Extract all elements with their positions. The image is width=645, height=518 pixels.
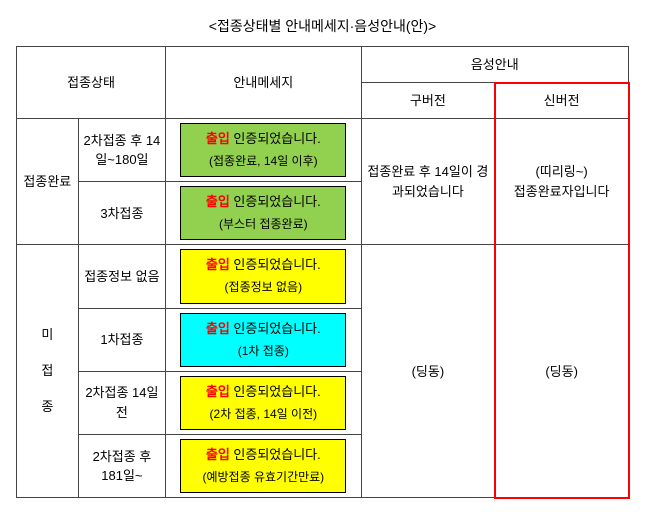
row-sublabel: 2차접종 후 181일~ <box>78 434 165 497</box>
msg-cell: 출입 인증되었습니다. (접종완료, 14일 이후) <box>166 119 361 182</box>
msg-sub: (접종정보 없음) <box>225 280 303 294</box>
table-wrap: 접종상태 안내메세지 음성안내 구버전 신버전 접종완료 2차접종 후 14일~… <box>16 46 629 498</box>
msg-keyword: 출입 <box>206 384 230 399</box>
page-title: <접종상태별 안내메세지·음성안내(안)> <box>16 16 629 36</box>
audio-new-incomplete: (딩동) <box>495 245 629 498</box>
audio-old-complete: 접종완료 후 14일이 경과되었습니다 <box>361 119 495 245</box>
header-audio: 음성안내 <box>361 47 628 83</box>
row-sublabel: 접종정보 없음 <box>78 245 165 308</box>
audio-new-complete: (띠리링~) 접종완료자입니다 <box>495 119 629 245</box>
msg-main: 인증되었습니다. <box>230 194 321 209</box>
msg-sub: (2차 접종, 14일 이전) <box>210 407 318 421</box>
row-sublabel: 2차접종 14일 전 <box>78 371 165 434</box>
msg-sub: (1차 접종) <box>238 344 289 358</box>
msg-cell: 출입 인증되었습니다. (2차 접종, 14일 이전) <box>166 371 361 434</box>
row-sublabel: 2차접종 후 14일~180일 <box>78 119 165 182</box>
msg-cell: 출입 인증되었습니다. (예방접종 유효기간만료) <box>166 434 361 497</box>
msg-sub: (접종완료, 14일 이후) <box>209 154 318 168</box>
msg-pill: 출입 인증되었습니다. (접종완료, 14일 이후) <box>180 123 346 177</box>
msg-cell: 출입 인증되었습니다. (부스터 접종완료) <box>166 182 361 245</box>
row-sublabel: 3차접종 <box>78 182 165 245</box>
group-complete: 접종완료 <box>17 119 79 245</box>
audio-old-incomplete: (딩동) <box>361 245 495 498</box>
header-audio-old: 구버전 <box>361 83 495 119</box>
header-status: 접종상태 <box>17 47 166 119</box>
msg-cell: 출입 인증되었습니다. (접종정보 없음) <box>166 245 361 308</box>
msg-main: 인증되었습니다. <box>230 384 321 399</box>
msg-main: 인증되었습니다. <box>230 257 321 272</box>
msg-pill: 출입 인증되었습니다. (부스터 접종완료) <box>180 186 346 240</box>
msg-main: 인증되었습니다. <box>230 321 321 336</box>
group-incomplete: 미 접 종 <box>17 245 79 498</box>
msg-pill: 출입 인증되었습니다. (접종정보 없음) <box>180 249 346 303</box>
msg-pill: 출입 인증되었습니다. (1차 접종) <box>180 313 346 367</box>
header-message: 안내메세지 <box>166 47 361 119</box>
msg-main: 인증되었습니다. <box>230 447 321 462</box>
msg-cell: 출입 인증되었습니다. (1차 접종) <box>166 308 361 371</box>
msg-pill: 출입 인증되었습니다. (2차 접종, 14일 이전) <box>180 376 346 430</box>
row-sublabel: 1차접종 <box>78 308 165 371</box>
msg-keyword: 출입 <box>206 321 230 336</box>
msg-keyword: 출입 <box>206 131 230 146</box>
header-audio-new: 신버전 <box>495 83 629 119</box>
guidance-table: 접종상태 안내메세지 음성안내 구버전 신버전 접종완료 2차접종 후 14일~… <box>16 46 629 498</box>
msg-keyword: 출입 <box>206 447 230 462</box>
msg-keyword: 출입 <box>206 194 230 209</box>
msg-sub: (예방접종 유효기간만료) <box>202 470 324 484</box>
msg-sub: (부스터 접종완료) <box>219 217 308 231</box>
msg-pill: 출입 인증되었습니다. (예방접종 유효기간만료) <box>180 439 346 493</box>
msg-main: 인증되었습니다. <box>230 131 321 146</box>
msg-keyword: 출입 <box>206 257 230 272</box>
